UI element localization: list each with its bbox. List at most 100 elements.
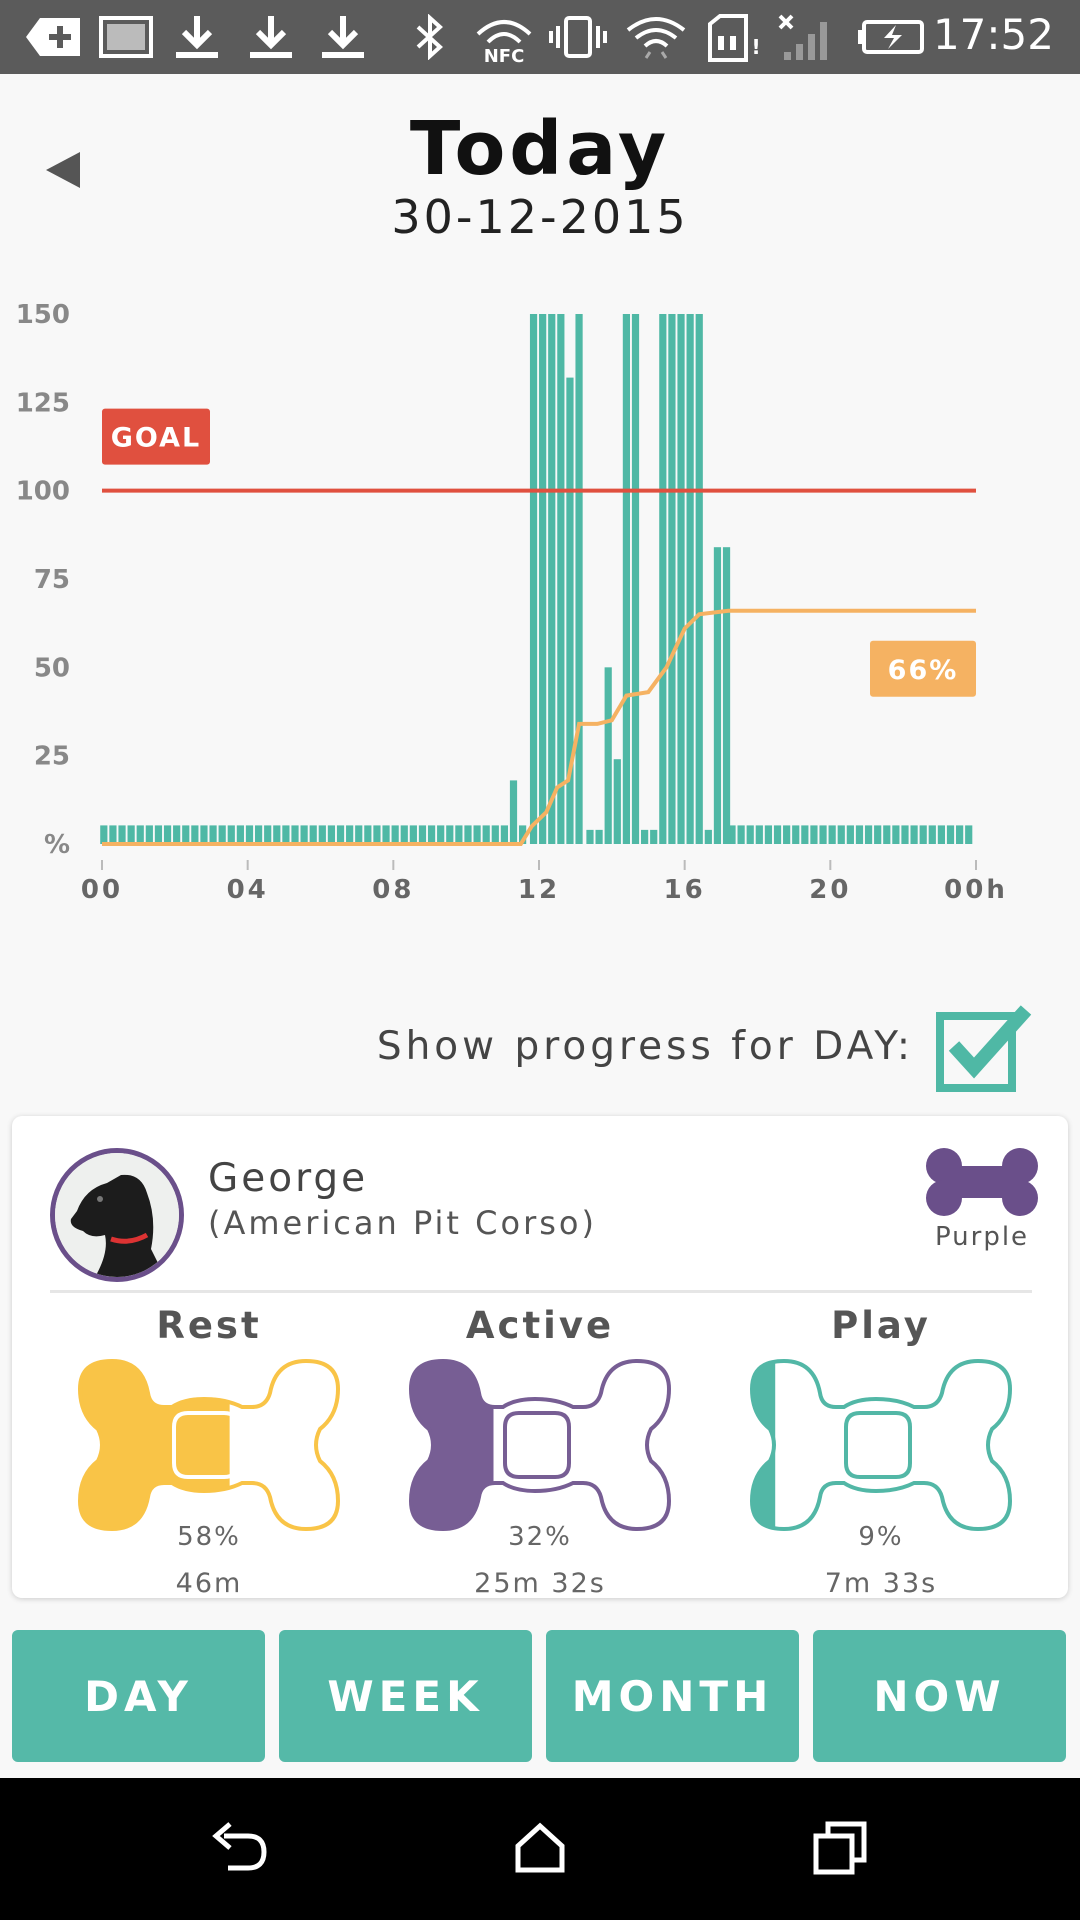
nav-bar — [0, 1778, 1080, 1920]
y-tick-label: 50 — [34, 653, 70, 683]
activity-bar — [650, 829, 658, 844]
activity-bar — [464, 825, 472, 844]
x-tick-label: 08 — [372, 875, 414, 905]
activity-bar — [792, 825, 800, 844]
nfc-icon: NFC — [476, 20, 532, 64]
activity-bar — [136, 825, 144, 844]
page-date: 30-12-2015 — [391, 190, 689, 244]
stat-play-label: Play — [831, 1304, 931, 1347]
activity-bar — [539, 314, 547, 844]
activity-bar — [855, 825, 864, 844]
activity-bar — [864, 825, 873, 844]
y-tick-label: 150 — [16, 300, 70, 330]
bone-outline — [77, 1359, 341, 1531]
activity-bar — [318, 825, 326, 844]
activity-bar — [956, 825, 964, 844]
bone-outline — [749, 1359, 1013, 1531]
recents-nav-icon[interactable] — [810, 1818, 870, 1878]
activity-bar — [728, 825, 736, 844]
bone-fill — [752, 1361, 776, 1529]
activity-bar — [118, 825, 126, 844]
activity-bar — [641, 829, 649, 844]
x-tick-label: 16 — [664, 875, 706, 905]
svg-text:NFC: NFC — [484, 46, 525, 64]
activity-bar — [965, 825, 973, 844]
activity-bar — [883, 825, 891, 844]
activity-bar — [737, 825, 745, 844]
activity-bar — [686, 314, 694, 844]
activity-bar — [418, 825, 427, 844]
activity-bar — [173, 825, 181, 844]
progress-tag — [870, 640, 976, 697]
bone-fill — [80, 1361, 230, 1529]
dog-summary-card: George (American Pit Corso) Purple Rest … — [12, 1116, 1068, 1599]
activity-bar — [631, 314, 640, 844]
activity-bar — [764, 825, 773, 844]
activity-bar — [659, 314, 667, 844]
activity-bar — [245, 825, 254, 844]
activity-bar — [892, 825, 900, 844]
back-arrow-icon[interactable] — [42, 148, 86, 192]
activity-bar — [154, 825, 163, 844]
activity-bar — [874, 825, 882, 844]
x-axis-ticks: 00 04 08 12 16 20 00h — [81, 860, 1005, 905]
avatar[interactable] — [50, 1148, 184, 1282]
activity-bar — [500, 825, 509, 844]
rest-bone-gauge — [77, 1359, 341, 1531]
activity-bar — [509, 780, 518, 844]
tab-week[interactable]: WEEK — [279, 1630, 532, 1762]
day-progress-checkbox[interactable] — [936, 1004, 1032, 1092]
stat-rest: Rest 58% 46m — [54, 1304, 364, 1599]
progress-line — [102, 608, 976, 846]
x-tick-label: 12 — [518, 875, 560, 905]
activity-bar — [713, 547, 722, 844]
activity-bars — [100, 314, 973, 844]
activity-bar — [391, 825, 399, 844]
activity-bar — [668, 314, 676, 844]
y-tick-label: 75 — [34, 565, 70, 595]
y-tick-label: 100 — [16, 477, 70, 507]
activity-bar — [622, 314, 630, 844]
bone-inner-outline — [503, 1411, 571, 1479]
activity-bar — [828, 825, 836, 844]
activity-bar — [519, 825, 527, 844]
activity-bar — [209, 825, 217, 844]
activity-bar — [613, 759, 621, 844]
back-nav-icon[interactable] — [210, 1818, 270, 1878]
stat-rest-label: Rest — [156, 1304, 262, 1347]
tab-month[interactable]: MONTH — [546, 1630, 799, 1762]
activity-bar — [291, 825, 299, 844]
activity-bar — [191, 825, 199, 844]
activity-bar — [575, 314, 583, 844]
activity-chart: 150 125 100 75 50 25% 00 04 08 12 16 20 00h GOAL 66… — [16, 300, 1005, 905]
card-divider — [50, 1290, 1032, 1293]
activity-bar — [586, 829, 594, 844]
home-nav-icon[interactable] — [510, 1818, 570, 1878]
image-notification-icon — [99, 16, 153, 58]
dog-photo — [55, 1153, 179, 1277]
activity-bar — [455, 825, 463, 844]
svg-text:!: ! — [751, 35, 760, 59]
activity-bar — [473, 825, 481, 844]
goal-tag — [102, 408, 210, 465]
show-progress-label: Show progress for DAY: — [376, 1024, 914, 1069]
sd-card-icon: ! — [708, 14, 761, 62]
bluetooth-icon — [416, 14, 443, 60]
activity-bar — [327, 825, 336, 844]
tab-now[interactable]: NOW — [813, 1630, 1066, 1762]
stat-active-percent: 32% — [508, 1522, 572, 1552]
activity-bar — [677, 314, 685, 844]
y-axis-ticks: 150 125 100 75 50 25% — [16, 300, 70, 860]
stat-active: Active 32% 25m 32s — [385, 1304, 695, 1599]
stat-play-percent: 9% — [858, 1522, 904, 1552]
activity-bar — [273, 825, 281, 844]
tab-day[interactable]: DAY — [12, 1630, 265, 1762]
checkmark-icon — [948, 1005, 1032, 1079]
activity-bar — [236, 825, 244, 844]
activity-bar — [491, 825, 499, 844]
x-tick-label: 20 — [809, 875, 851, 905]
activity-bar — [182, 825, 190, 844]
activity-bar — [910, 825, 918, 844]
vibrate-icon — [549, 16, 607, 58]
activity-bar — [254, 825, 263, 844]
